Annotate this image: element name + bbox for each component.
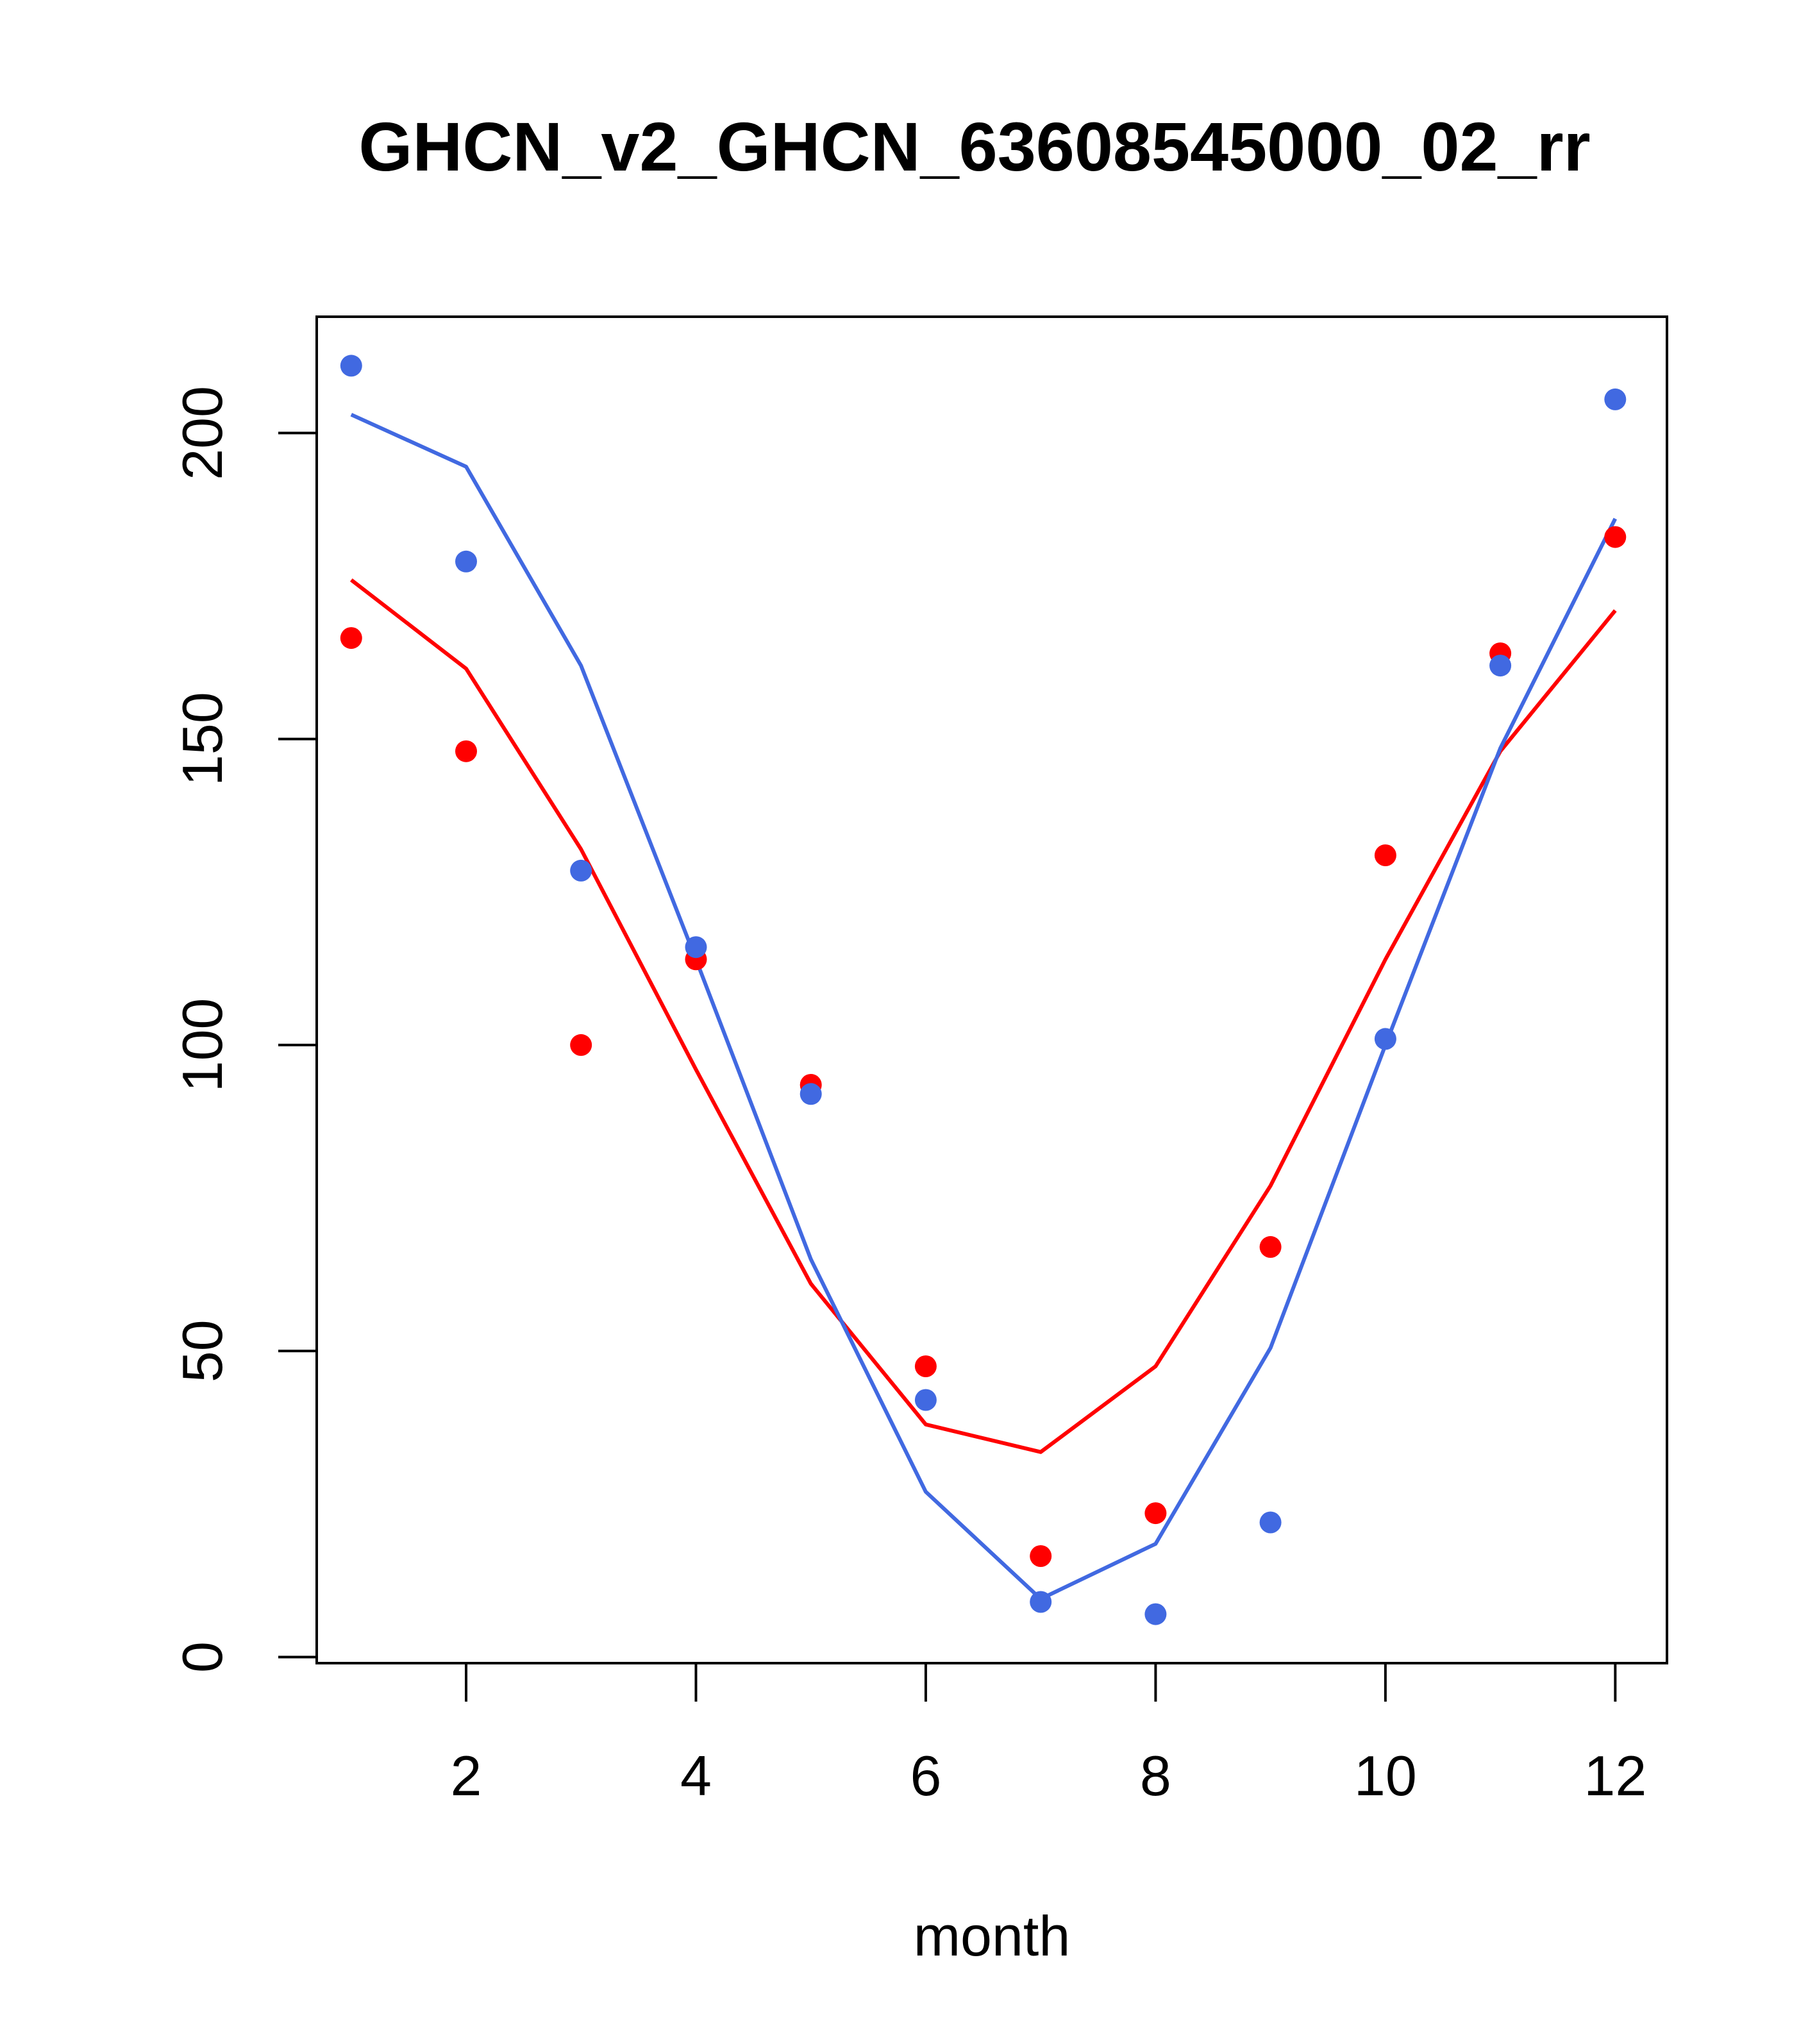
- x-tick-label: 2: [451, 1744, 482, 1807]
- series-2-point: [1144, 1603, 1167, 1625]
- series-1-point: [455, 740, 477, 762]
- series-2-point: [800, 1083, 822, 1105]
- series-2-point: [455, 550, 477, 573]
- x-tick-label: 4: [680, 1744, 712, 1807]
- y-tick-label: 100: [171, 998, 234, 1092]
- y-tick-label: 0: [171, 1641, 234, 1673]
- x-tick-label: 6: [910, 1744, 941, 1807]
- series-1-point: [570, 1034, 592, 1056]
- series-2-point: [570, 859, 592, 882]
- series-1-point: [1604, 526, 1627, 548]
- series-2-point: [1030, 1591, 1052, 1613]
- series-2-point: [1489, 655, 1512, 677]
- series-2-point: [1259, 1511, 1282, 1534]
- series-1-point: [1144, 1502, 1167, 1525]
- series-1-point: [1374, 844, 1396, 866]
- series-2-point: [1604, 388, 1627, 410]
- plot-frame: [315, 315, 1668, 1664]
- y-tick-label: 200: [171, 386, 234, 480]
- y-axis: 0 50 100 150 200: [171, 386, 318, 1673]
- data-marks: [340, 355, 1627, 1625]
- series-1-fit-line: [349, 578, 1617, 1454]
- x-tick-label: 12: [1584, 1744, 1646, 1807]
- chart-title: GHCN_v2_GHCN_63608545000_02_rr: [358, 108, 1591, 185]
- y-tick-label: 150: [171, 692, 234, 786]
- x-axis: 2 4 6 8 10 12: [451, 1662, 1646, 1807]
- series-2-fit-line: [350, 412, 1617, 1601]
- series-2-point: [340, 355, 362, 377]
- series-2-point: [685, 936, 707, 959]
- series-1-point: [1259, 1236, 1282, 1258]
- series-1-point: [1030, 1545, 1052, 1567]
- series-1-point: [914, 1355, 937, 1377]
- series-2-point: [914, 1389, 937, 1411]
- x-tick-label: 10: [1354, 1744, 1417, 1807]
- series-1-point: [340, 627, 362, 649]
- series-2-point: [1374, 1028, 1396, 1050]
- x-tick-label: 8: [1140, 1744, 1171, 1807]
- y-tick-label: 50: [171, 1319, 234, 1382]
- x-axis-title: month: [914, 1904, 1071, 1968]
